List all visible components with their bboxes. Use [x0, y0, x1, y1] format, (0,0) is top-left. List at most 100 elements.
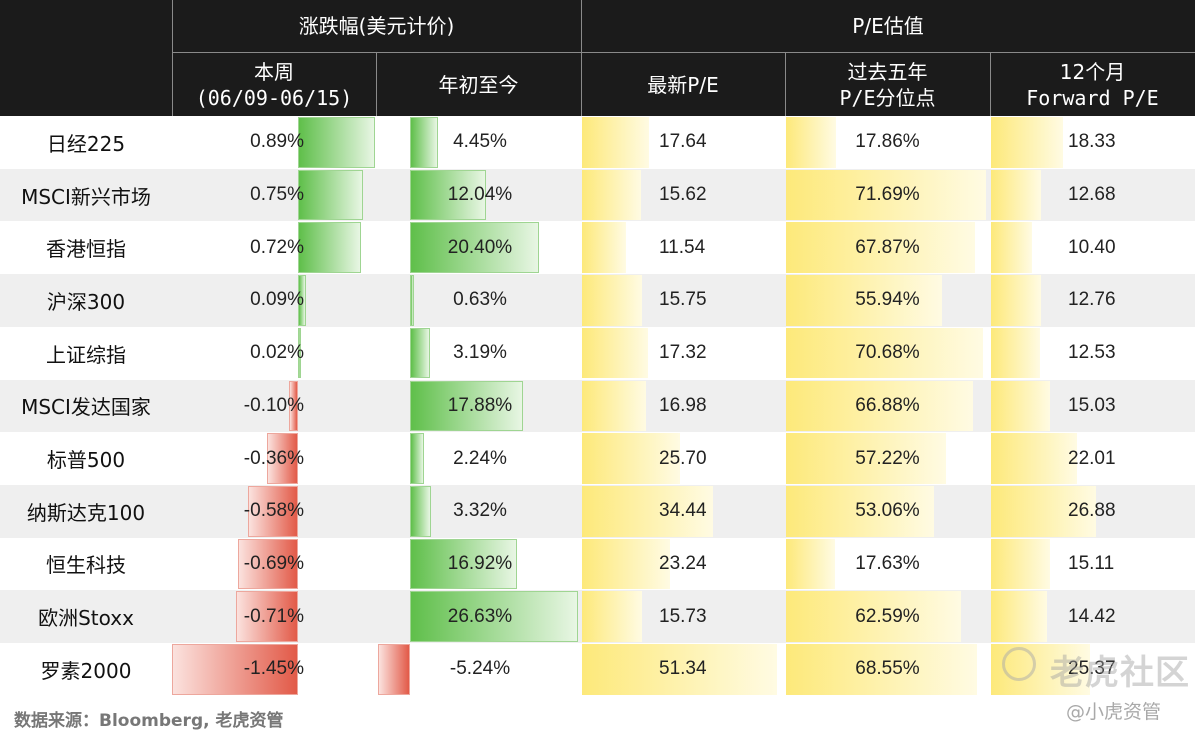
bar-ytd — [410, 433, 425, 484]
table-row: MSCI发达国家 -0.10% 17.88% 16.98 66.88% 15.03 — [0, 379, 1195, 433]
bar-fpe — [991, 591, 1048, 642]
row-label: 沪深300 — [46, 289, 126, 314]
row-label: MSCI新兴市场 — [21, 184, 151, 209]
bar-pe — [582, 327, 648, 379]
bar-fpe — [991, 433, 1077, 484]
bar-pct — [786, 275, 943, 326]
header-divider — [785, 52, 786, 116]
value-fpe: 25.37 — [1068, 658, 1116, 680]
bar-ytd — [410, 117, 439, 168]
value-pe: 23.24 — [659, 552, 707, 574]
value-pe: 25.70 — [659, 447, 707, 469]
column-header-ytd: 年初至今 — [376, 53, 581, 116]
bar-week — [298, 327, 301, 379]
value-ytd: 3.32% — [453, 500, 507, 522]
column-header-fpe: 12个月 Forward P/E — [990, 53, 1195, 116]
bar-week — [236, 591, 298, 642]
value-pe: 17.64 — [659, 131, 707, 153]
row-label: 罗素2000 — [40, 658, 132, 683]
value-week: -0.10% — [243, 394, 304, 416]
value-fpe: 26.88 — [1068, 500, 1116, 522]
value-pe: 15.75 — [659, 289, 707, 311]
bar-week — [298, 275, 306, 326]
bar-pe — [582, 433, 680, 484]
bar-fpe — [991, 169, 1041, 221]
table-row: 上证综指 0.02% 3.19% 17.32 70.68% 12.53 — [0, 327, 1195, 380]
value-pe: 15.62 — [659, 184, 707, 206]
bar-week — [172, 644, 298, 695]
column-header-line: 本周 — [254, 59, 294, 84]
value-pct: 57.22% — [855, 447, 920, 469]
value-pct: 53.06% — [855, 500, 920, 522]
bar-pct — [786, 380, 973, 432]
source-note: 数据来源：Bloomberg, 老虎资管 — [14, 711, 284, 731]
bar-ytd — [410, 591, 578, 642]
value-fpe: 12.53 — [1068, 342, 1116, 364]
row-label: 香港恒指 — [46, 237, 126, 262]
table-row: 标普500 -0.36% 2.24% 25.70 57.22% 22.01 — [0, 432, 1195, 485]
performance-table: 涨跌幅(美元计价) P/E估值 本周 (06/09-06/15) 年初至今 最新P/E 过去… — [0, 0, 1195, 695]
value-pct: 67.87% — [855, 236, 920, 258]
value-week: -0.71% — [243, 605, 304, 627]
bar-pe — [582, 591, 642, 642]
row-label: 标普500 — [46, 448, 126, 473]
table-row: 香港恒指 0.72% 20.40% 11.54 67.87% 10.40 — [0, 221, 1195, 274]
value-pct: 70.68% — [855, 342, 920, 364]
value-ytd: 17.88% — [447, 394, 513, 416]
value-pct: 68.55% — [855, 658, 920, 680]
bar-fpe — [991, 117, 1063, 168]
header-divider — [172, 0, 173, 116]
value-fpe: 22.01 — [1068, 447, 1116, 469]
bar-fpe — [991, 485, 1096, 537]
column-header-pe: 最新P/E — [581, 53, 785, 116]
value-ytd: 4.45% — [453, 131, 507, 153]
bar-ytd — [410, 275, 414, 326]
bar-pe — [582, 538, 671, 590]
row-label: 日经225 — [46, 131, 126, 156]
header-divider — [581, 0, 582, 116]
value-week: -0.58% — [243, 500, 304, 522]
bar-pct — [786, 591, 961, 642]
table-row: 沪深300 0.09% 0.63% 15.75 55.94% 12.76 — [0, 274, 1195, 327]
table-row: MSCI新兴市场 0.75% 12.04% 15.62 71.69% 12.68 — [0, 168, 1195, 222]
value-pe: 51.34 — [659, 658, 707, 680]
bar-pct — [786, 644, 978, 695]
bar-ytd — [410, 327, 431, 379]
value-pe: 17.32 — [659, 342, 707, 364]
bar-week — [238, 538, 298, 590]
value-pe: 16.98 — [659, 394, 707, 416]
bar-pe — [582, 275, 642, 326]
value-fpe: 18.33 — [1068, 131, 1116, 153]
value-pe: 11.54 — [659, 236, 706, 258]
bar-fpe — [991, 327, 1040, 379]
bar-week — [289, 380, 298, 432]
value-pct: 17.86% — [855, 131, 920, 153]
watermark-main: 老虎社区 — [1050, 653, 1190, 693]
column-header-line: P/E分位点 — [839, 85, 936, 110]
tiger-logo-icon — [1002, 647, 1036, 681]
value-pct: 55.94% — [855, 289, 920, 311]
value-pe: 15.73 — [659, 605, 707, 627]
bar-ytd — [410, 538, 517, 590]
value-week: 0.09% — [250, 289, 304, 311]
row-label: 上证综指 — [46, 342, 126, 367]
value-week: 0.89% — [250, 131, 304, 153]
value-week: -0.36% — [243, 447, 304, 469]
bar-fpe — [991, 222, 1032, 274]
bar-pct — [786, 433, 946, 484]
value-pe: 34.44 — [659, 500, 707, 522]
bar-ytd — [378, 644, 410, 695]
column-header-line: Forward P/E — [1026, 85, 1159, 110]
watermark-sub: @小虎资管 — [1066, 701, 1162, 723]
value-ytd: 26.63% — [447, 605, 513, 627]
column-header-line: 过去五年 — [847, 59, 928, 84]
value-pct: 17.63% — [855, 552, 920, 574]
bar-week — [298, 222, 361, 274]
value-fpe: 12.68 — [1068, 184, 1116, 206]
value-week: -1.45% — [243, 658, 304, 680]
row-label: 恒生科技 — [46, 553, 126, 578]
bar-pe — [582, 222, 626, 274]
value-ytd: 3.19% — [453, 342, 507, 364]
header-divider — [376, 52, 377, 116]
value-pct: 71.69% — [855, 184, 920, 206]
